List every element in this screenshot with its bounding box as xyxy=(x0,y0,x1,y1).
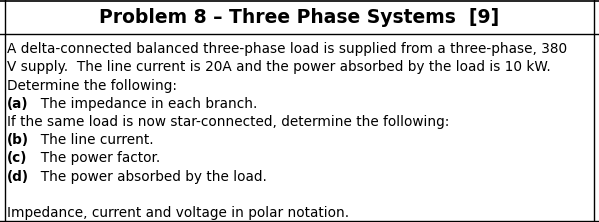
Text: Problem 8 – Three Phase Systems  [9]: Problem 8 – Three Phase Systems [9] xyxy=(99,8,500,27)
Text: (a): (a) xyxy=(7,97,29,111)
Text: (d): (d) xyxy=(7,170,29,184)
Text: The line current.: The line current. xyxy=(32,133,154,147)
Text: The power absorbed by the load.: The power absorbed by the load. xyxy=(32,170,267,184)
Text: Determine the following:: Determine the following: xyxy=(7,79,177,93)
Text: V supply.  The line current is 20A and the power absorbed by the load is 10 kW.: V supply. The line current is 20A and th… xyxy=(7,60,551,74)
Text: The impedance in each branch.: The impedance in each branch. xyxy=(32,97,258,111)
Text: If the same load is now star-connected, determine the following:: If the same load is now star-connected, … xyxy=(7,115,450,129)
Text: (c): (c) xyxy=(7,151,28,165)
Text: The power factor.: The power factor. xyxy=(32,151,161,165)
Text: A delta-connected balanced three-phase load is supplied from a three-phase, 380: A delta-connected balanced three-phase l… xyxy=(7,42,567,56)
Text: Impedance, current and voltage in polar notation.: Impedance, current and voltage in polar … xyxy=(7,206,349,220)
Text: (b): (b) xyxy=(7,133,29,147)
